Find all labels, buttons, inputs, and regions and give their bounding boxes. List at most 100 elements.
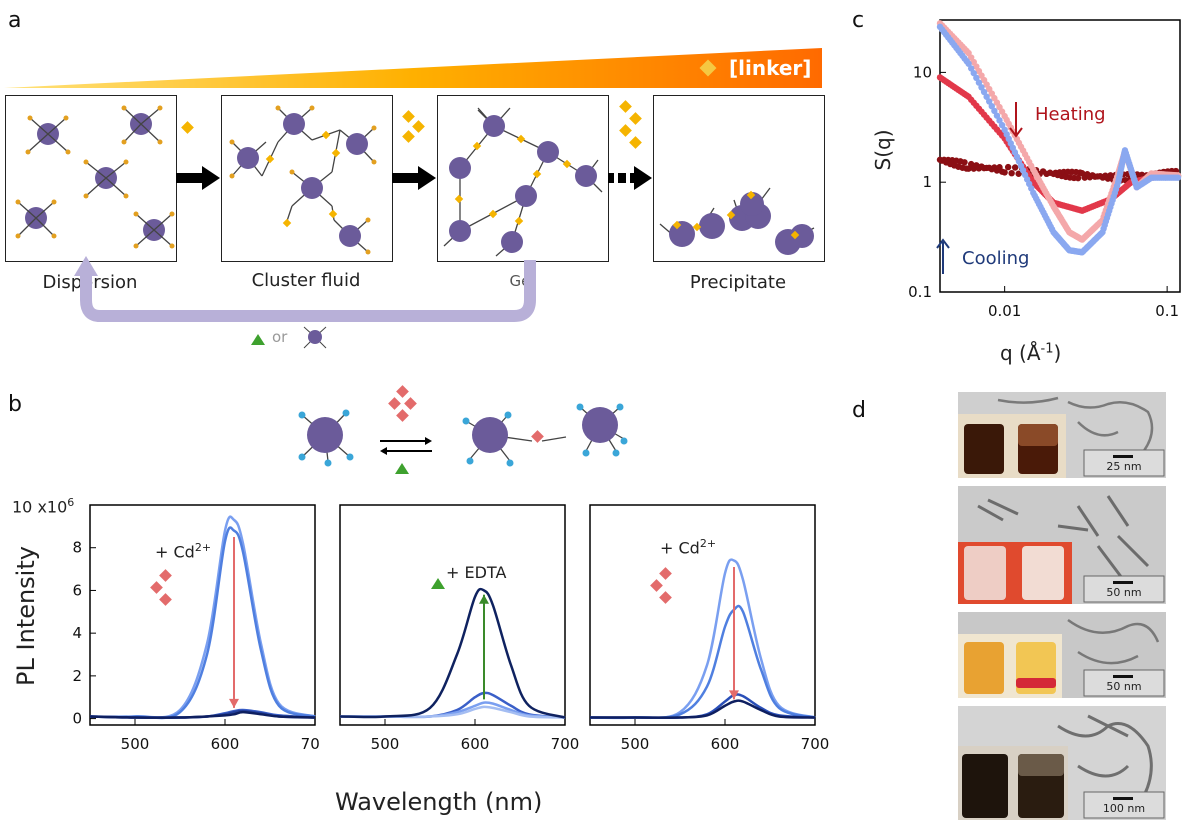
sq-data-point (998, 121, 1006, 129)
linker-diamond-icon (181, 121, 194, 134)
sq-data-point (973, 74, 980, 82)
stage-label-precipitate: Precipitate (689, 272, 787, 293)
heating-down-arrow (1009, 102, 1023, 138)
edta-annotation-text: + EDTA (446, 563, 507, 582)
stage-box-dispersion (5, 95, 177, 262)
x-tick-label: 700 (301, 735, 320, 753)
panel-b-letter: b (8, 392, 22, 417)
sq-chart: 0.01 0.1 0.1 1 10 (908, 19, 1182, 320)
stage-label-cluster-fluid: Cluster fluid (251, 270, 361, 291)
sq-data-point (975, 79, 983, 86)
panel-a-letter: a (8, 8, 22, 33)
sq-data-point (983, 93, 990, 100)
edta-annotation: + EDTA (446, 563, 506, 582)
stage-box-gel (437, 95, 609, 262)
q-xlabel-text: q (Å (1000, 341, 1041, 365)
linker-label: [linker] (729, 56, 812, 80)
arrow-right-icon (176, 166, 220, 190)
q-xlabel-end: ) (1053, 341, 1062, 365)
q-xlabel-sup: -1 (1040, 341, 1054, 357)
y-multiplier: 10 x106 (12, 496, 74, 516)
gel-network-illustration (443, 107, 603, 257)
sq-data-point (1174, 174, 1182, 181)
scale-bar-label-1: 25 nm (1106, 460, 1142, 473)
sq-data-point (986, 98, 993, 105)
sq-data-point (991, 107, 998, 115)
scale-bar-label-4: 100 nm (1102, 802, 1146, 815)
x-tick-label: 0.1 (1155, 302, 1179, 320)
precipitate-illustration (659, 187, 815, 255)
pl-chart-left: 500 600 700 0 2 4 6 8 (72, 504, 320, 753)
edta-triangle-icon (431, 578, 445, 589)
x-tick-label: 0.01 (988, 302, 1021, 320)
sq-data-point (1011, 164, 1019, 171)
cd-annotation-text: + Cd (155, 542, 195, 562)
scale-bar-label-3: 50 nm (1106, 680, 1142, 693)
sq-data-point (967, 65, 975, 72)
sq-data-point (1004, 163, 1012, 171)
panel-d-letter: d (852, 398, 866, 423)
scale-bar-label-2: 50 nm (1106, 586, 1142, 599)
y-tick-label: 0.1 (908, 283, 932, 301)
pl-series-line (89, 710, 316, 719)
pl-series-line (589, 699, 816, 719)
edta-triangle-icon (251, 334, 265, 345)
pl-series-line (339, 587, 566, 719)
plot-frame (939, 19, 1181, 293)
linker-gradient-wedge (4, 48, 822, 88)
y-tick-label: 4 (72, 624, 82, 642)
return-arrow (74, 256, 536, 322)
arrow-right-icon (392, 166, 436, 190)
x-tick-label: 500 (371, 735, 400, 753)
y-multiplier-exp: 6 (67, 496, 75, 509)
decrease-arrow-head (229, 698, 239, 708)
x-tick-label: 500 (621, 735, 650, 753)
cooling-label: Cooling (962, 248, 1030, 269)
y-tick-label: 0 (72, 710, 82, 728)
linker-diamonds-icon (619, 100, 642, 149)
cd-annotation-left: + Cd2+ (155, 541, 211, 561)
linker-diamond-icon (699, 59, 717, 77)
cooling-up-arrow (936, 238, 950, 274)
q-xlabel: q (Å-1) (1000, 341, 1061, 365)
y-multiplier-text: 10 x10 (12, 497, 68, 517)
pl-chart-middle: 500 600 700 (339, 504, 580, 753)
x-tick-label: 600 (461, 735, 490, 753)
sq-data-point (970, 69, 977, 77)
x-tick-label: 600 (211, 735, 240, 753)
y-tick-label: 1 (922, 173, 932, 191)
decrease-arrow-head (729, 690, 739, 700)
dispersion-particles-illustration (15, 105, 175, 249)
x-tick-label: 700 (551, 735, 580, 753)
cd-ions-icon (150, 569, 172, 606)
return-or-label: or (272, 328, 288, 346)
equilibrium-scheme (298, 385, 628, 474)
dashed-arrow-right-icon (608, 166, 652, 190)
tem-image-2 (958, 486, 1166, 604)
plot-frame (89, 504, 316, 726)
pl-chart-right: 500 600 700 (589, 504, 830, 753)
plot-frame (339, 504, 566, 726)
linker-diamonds-icon (402, 110, 425, 143)
sq-data-point (1008, 169, 1015, 177)
sq-data-point (965, 60, 972, 67)
sq-data-point (1001, 169, 1008, 176)
pl-ylabel: PL Intensity (12, 546, 40, 686)
tem-image-1 (958, 392, 1166, 478)
y-tick-label: 8 (72, 539, 82, 557)
y-tick-label: 2 (72, 667, 82, 685)
heating-label: Heating (1035, 104, 1106, 125)
stage-box-cluster-fluid (221, 95, 393, 262)
sq-data-point (993, 112, 1001, 119)
panel-c-letter: c (852, 8, 865, 33)
pl-series-line (589, 604, 816, 720)
cd-annotation-sup: 2+ (699, 537, 717, 550)
x-tick-label: 700 (801, 735, 830, 753)
pl-series-line (589, 693, 816, 720)
sq-data-point (978, 84, 985, 91)
sq-data-point (961, 159, 968, 166)
particle-icon (303, 326, 327, 349)
tem-image-4 (958, 706, 1166, 820)
cd-annotation-text: + Cd (660, 538, 700, 558)
y-tick-label: 10 (913, 63, 932, 81)
